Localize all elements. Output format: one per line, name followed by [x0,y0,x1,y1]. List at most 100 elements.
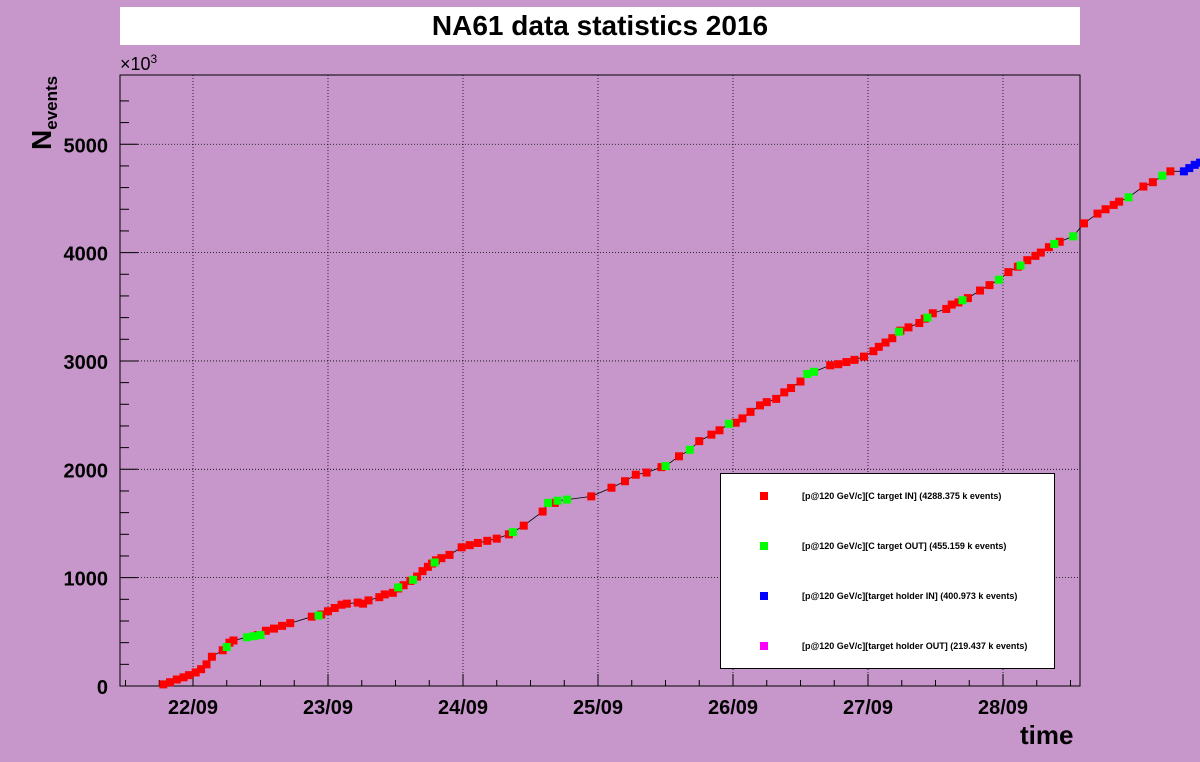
data-point-series-0 [642,468,651,477]
data-point-series-0 [1139,182,1148,191]
data-point-series-0 [834,360,843,369]
data-point-series-0 [473,538,482,547]
data-point-series-0 [657,463,666,472]
x-tick-label: 22/09 [168,697,218,719]
legend-label-c-target-in: [p@120 GeV/c][C target IN] (4288.375 k e… [802,491,1002,501]
data-point-series-2 [1196,158,1200,167]
data-point-series-0 [207,652,216,661]
data-point-series-0 [888,334,897,343]
data-point-series-0 [504,530,513,539]
data-point-series-0 [457,543,466,552]
data-point-series-0 [859,352,868,361]
data-point-series-0 [756,401,764,410]
data-point-series-0 [375,593,384,602]
x-tick-label: 25/09 [573,697,623,719]
data-point-series-0 [621,477,629,486]
data-point-series-0 [1004,268,1013,277]
y-tick-label: 2000 [64,460,109,482]
grid-layer [120,75,1080,686]
data-point-series-1 [562,495,571,504]
data-point-series-0 [715,426,724,435]
chart-title: NA61 data statistics 2016 [120,7,1080,45]
data-point-series-1 [685,445,694,454]
legend-label-c-target-out: [p@120 GeV/c][C target OUT] (455.159 k e… [802,541,1007,551]
data-point-series-0 [1148,178,1157,187]
legend-entry-holder-in: [p@120 GeV/c][target holder IN] (400.973… [721,586,1054,606]
data-point-series-0 [695,437,704,446]
data-point-series-0 [631,470,640,479]
data-point-series-1 [1069,232,1078,241]
marker-layer [159,158,1200,689]
data-point-series-2 [1190,160,1199,169]
data-point-series-0 [286,619,295,628]
data-point-series-1 [803,369,812,378]
data-point-series-1 [222,642,231,651]
data-point-series-2 [1179,167,1188,176]
data-point-series-0 [1166,167,1175,176]
data-point-series-0 [483,536,492,545]
data-point-series-0 [731,418,740,427]
legend-swatch-c-target-in [760,492,768,500]
legend-label-holder-in: [p@120 GeV/c][target holder IN] (400.973… [802,591,1018,601]
data-point-series-1 [661,462,670,471]
data-point-series-1 [249,632,258,641]
data-point-series-0 [1036,248,1045,257]
x-tick-label: 26/09 [708,697,758,719]
data-point-series-0 [1023,256,1032,265]
data-point-series-0 [963,294,972,303]
data-point-series-1 [724,419,733,428]
data-point-series-0 [324,607,332,616]
plot-frame [119,74,1081,687]
data-point-series-0 [492,534,501,543]
data-point-series-0 [607,483,616,492]
data-point-series-1 [923,313,932,322]
data-point-series-0 [229,636,238,645]
data-point-series-0 [399,581,408,590]
data-point-series-0 [261,626,270,635]
data-point-series-0 [159,680,168,689]
legend-label-holder-out: [p@120 GeV/c][target holder OUT] (219.43… [802,641,1028,651]
data-point-series-0 [172,675,181,684]
x-tick-label: 27/09 [843,697,893,719]
data-point-series-0 [928,309,937,318]
data-point-series-0 [353,598,362,607]
data-point-series-0 [445,550,454,559]
data-point-series-0 [330,603,339,612]
data-point-series-0 [342,599,351,608]
data-point-series-1 [256,631,265,640]
data-point-series-1 [394,583,403,592]
data-point-series-0 [942,304,951,313]
data-point-series-0 [850,355,859,364]
x-tick-label: 23/09 [303,697,353,719]
data-point-series-0 [772,394,781,403]
data-point-series-1 [1158,171,1167,180]
label-layer: 22/09 23/09 24/09 25/09 26/09 27/09 28/09 0 1000… [64,135,1029,719]
data-point-series-1 [508,528,517,537]
data-point-series-0 [796,377,805,386]
legend-entry-c-target-in: [p@120 GeV/c][C target IN] (4288.375 k e… [721,486,1054,506]
legend-swatch-holder-out [760,642,768,650]
data-point-series-0 [904,323,913,332]
data-point-series-1 [1016,261,1025,270]
legend-swatch-c-target-out [760,542,768,550]
data-point-series-0 [179,673,188,682]
data-point-series-1 [994,275,1003,284]
data-point-series-0 [915,319,924,328]
data-point-series-0 [881,338,890,347]
data-point-series-0 [1031,251,1040,260]
data-point-series-0 [874,342,883,351]
data-point-series-0 [413,572,422,581]
legend-entry-holder-out: [p@120 GeV/c][target holder OUT] (219.43… [721,636,1054,656]
data-point-series-0 [218,646,227,655]
data-point-series-0 [954,298,963,307]
legend: [p@120 GeV/c][C target IN] (4288.375 k e… [720,473,1055,669]
data-point-series-0 [826,361,835,370]
data-point-series-0 [359,599,368,608]
data-point-series-0 [337,600,346,609]
y-tick-label: 0 [97,677,108,699]
data-point-series-0 [437,554,446,563]
data-point-series-1 [1050,239,1059,248]
data-point-series-0 [842,358,851,367]
